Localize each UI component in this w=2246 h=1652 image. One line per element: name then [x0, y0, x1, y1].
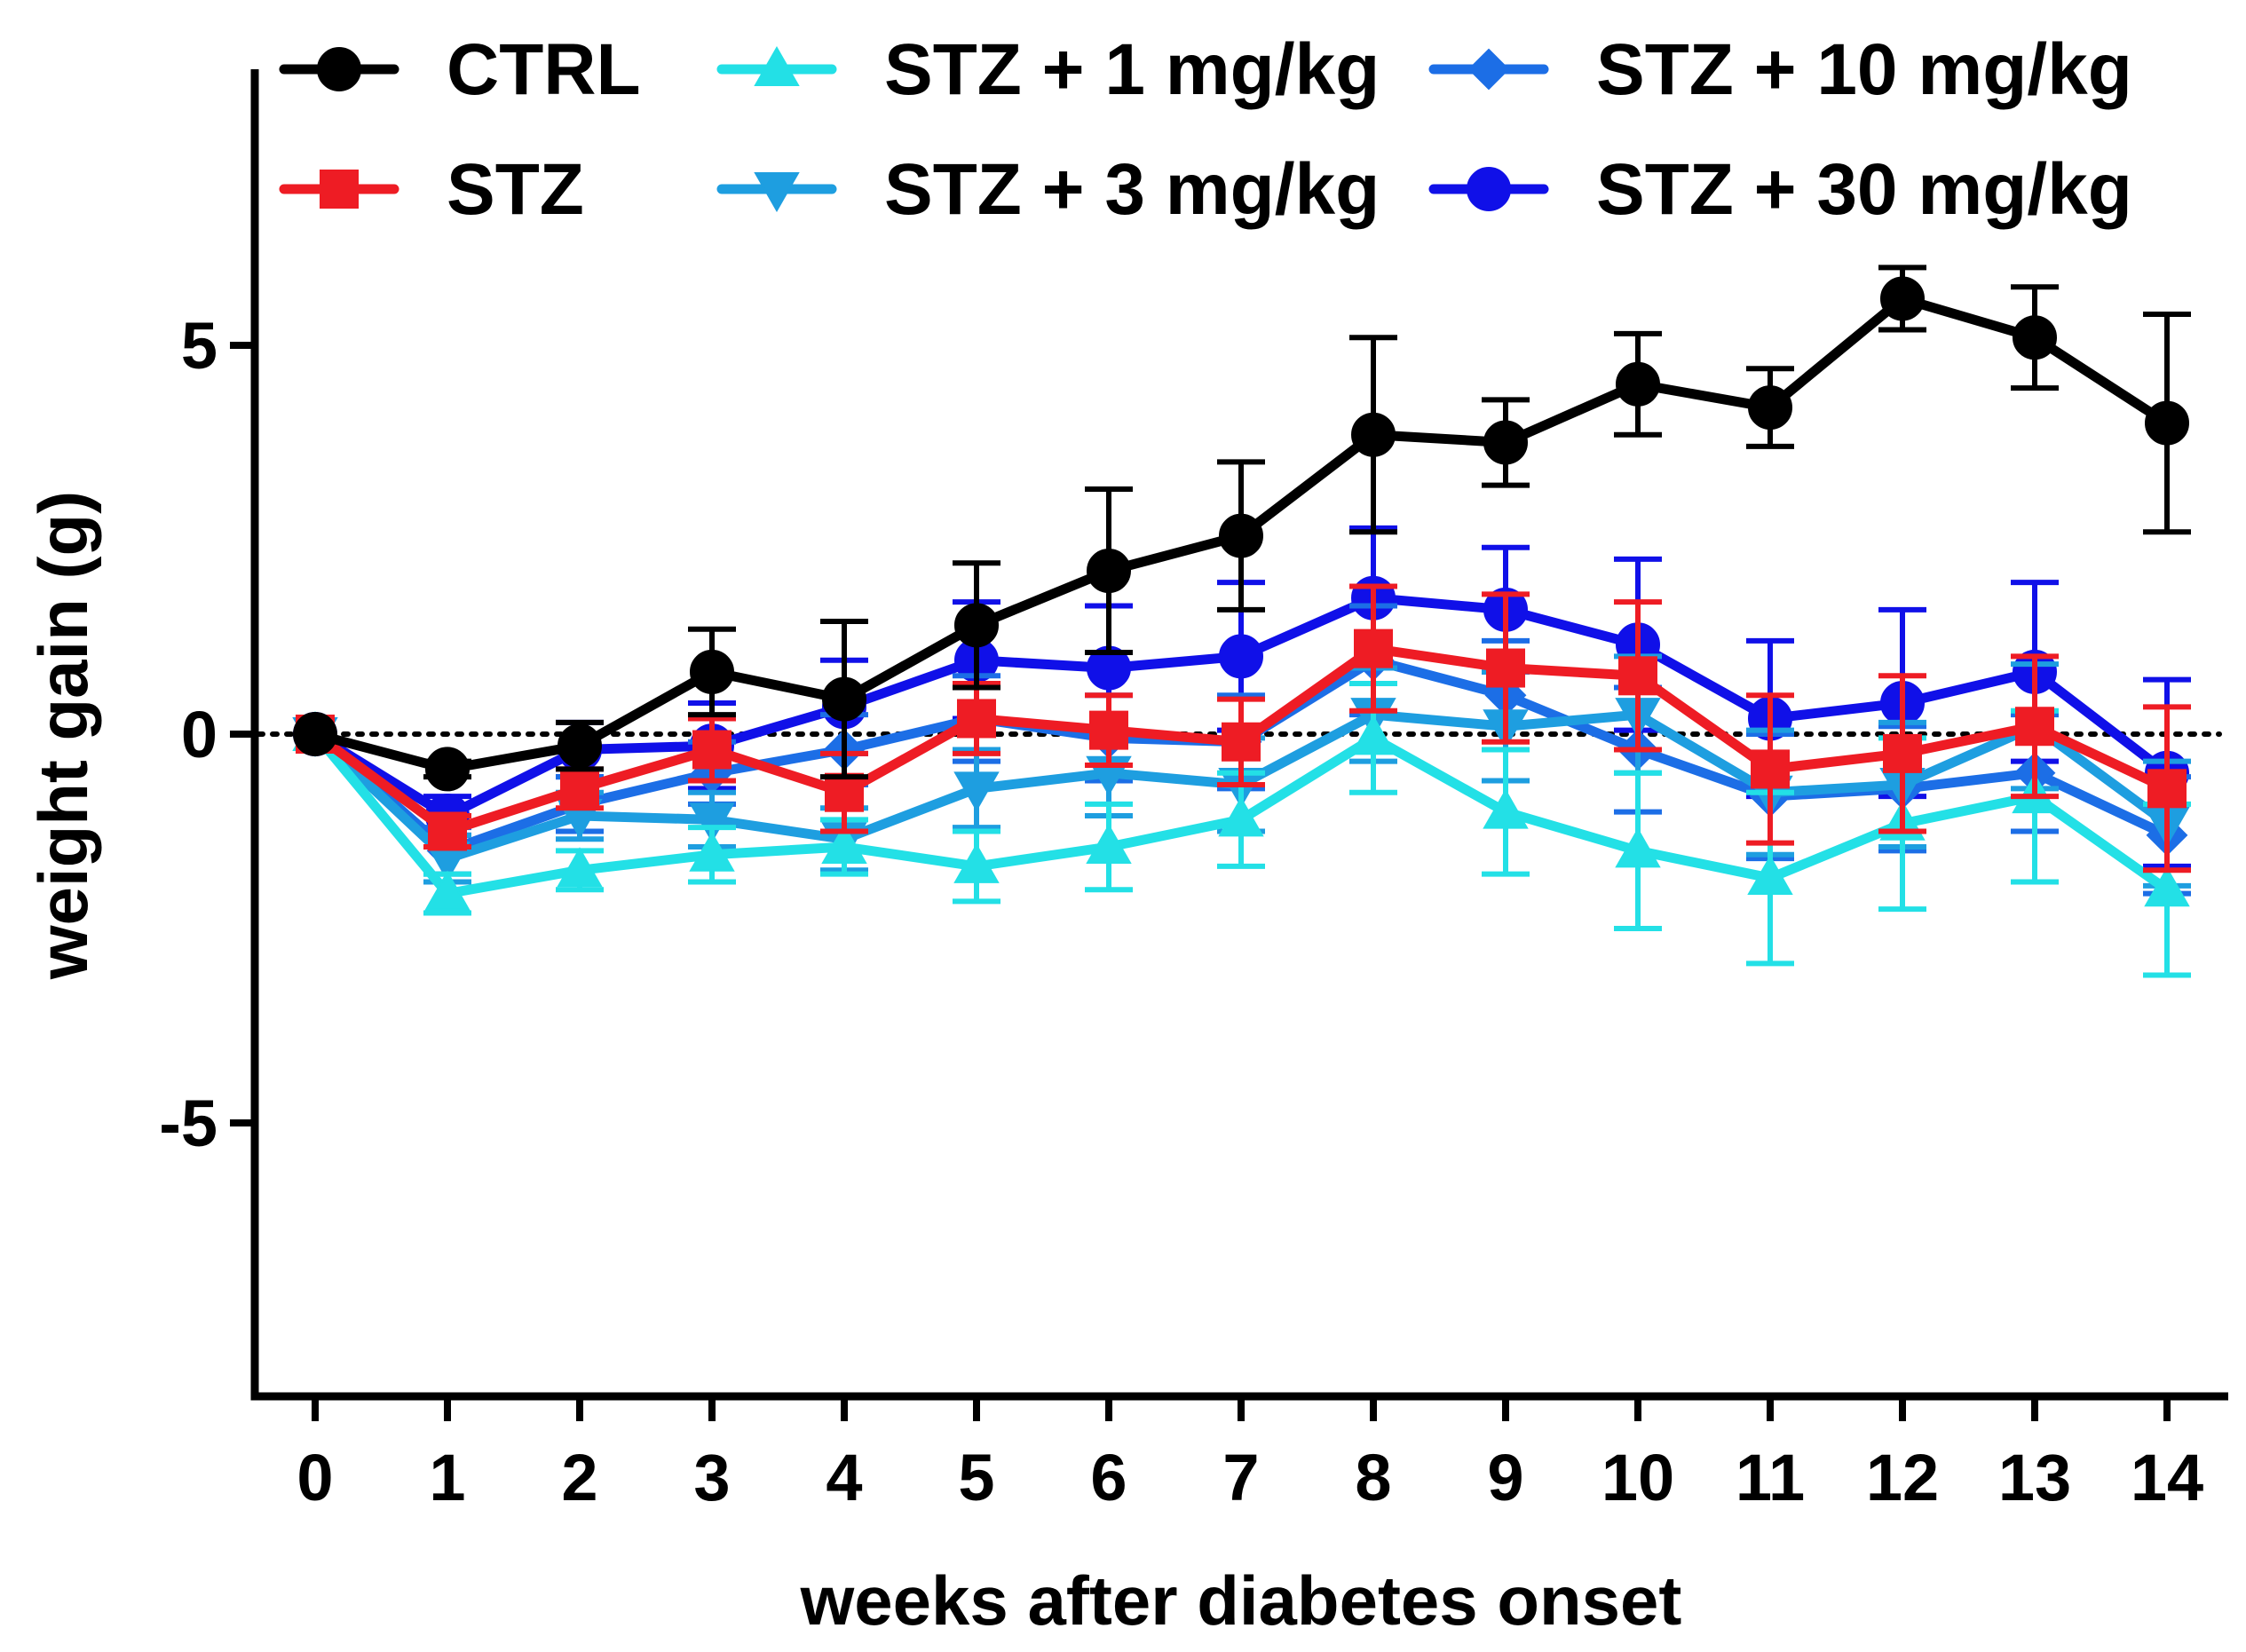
legend-swatch-marker — [320, 170, 359, 209]
x-tick-label: 3 — [693, 1441, 730, 1514]
x-tick-label: 4 — [826, 1441, 862, 1514]
x-tick-label: 9 — [1487, 1441, 1523, 1514]
data-point — [2013, 315, 2057, 360]
x-tick-label: 7 — [1222, 1441, 1259, 1514]
data-point — [1219, 634, 1263, 679]
data-point — [954, 603, 999, 648]
data-point — [1218, 796, 1264, 837]
legend-item-ctrl: CTRL — [279, 29, 641, 110]
data-point — [1883, 733, 1922, 773]
x-tick-label: 11 — [1736, 1441, 1805, 1514]
legend-label: STZ + 10 mg/kg — [1596, 29, 2132, 110]
data-point — [560, 769, 599, 809]
data-point — [2145, 400, 2189, 446]
data-point — [1089, 710, 1128, 750]
legend-item-stz: STZ — [279, 149, 584, 230]
y-tick-label: 0 — [181, 698, 217, 771]
data-point — [821, 824, 867, 865]
data-point — [822, 676, 866, 722]
x-tick-label: 2 — [561, 1441, 597, 1514]
legend-label: STZ + 30 mg/kg — [1596, 149, 2132, 230]
data-point — [1350, 715, 1396, 755]
legend-swatch-marker — [1467, 167, 1511, 211]
x-tick-label: 8 — [1355, 1441, 1391, 1514]
legend-item-stz-1-mg-kg: STZ + 1 mg/kg — [716, 29, 1380, 110]
data-point — [692, 730, 732, 770]
x-tick-label: 14 — [2131, 1441, 2203, 1514]
data-point — [1222, 722, 1261, 762]
data-point — [1219, 513, 1263, 558]
data-point — [953, 842, 1000, 883]
data-point — [689, 802, 735, 843]
data-point — [2147, 769, 2187, 809]
legend-label: STZ — [447, 149, 584, 230]
data-point — [428, 811, 467, 851]
x-tick-label: 1 — [429, 1441, 465, 1514]
legend-swatch-marker — [754, 45, 800, 86]
axes: 50-5 0 1 2 3 4 5 6 7 8 9 10 11 12 13 14 — [159, 69, 2228, 1514]
data-point — [825, 772, 864, 812]
data-point — [1351, 412, 1396, 457]
data-point — [1086, 824, 1132, 865]
legend-label: STZ + 1 mg/kg — [884, 29, 1380, 110]
data-point — [690, 649, 734, 694]
data-point — [293, 712, 337, 756]
x-axis-ticks: 0 1 2 3 4 5 6 7 8 9 10 11 12 13 14 — [297, 1396, 2203, 1514]
series-layer — [292, 265, 2191, 978]
data-point — [1615, 827, 1661, 868]
legend-swatch-marker — [754, 172, 800, 213]
data-point — [953, 771, 1000, 812]
x-tick-label: 0 — [297, 1441, 333, 1514]
x-tick-label: 12 — [1866, 1441, 1939, 1514]
legend-label: STZ + 3 mg/kg — [884, 149, 1380, 230]
x-tick-label: 10 — [1601, 1441, 1674, 1514]
legend: CTRL STZ STZ + 1 mg/kg STZ + 3 mg/kg STZ + 1… — [279, 29, 2132, 230]
data-point — [558, 723, 602, 769]
legend-label: CTRL — [447, 29, 641, 110]
data-point — [2015, 707, 2054, 747]
x-tick-label: 13 — [1998, 1441, 2071, 1514]
legend-swatch-marker — [317, 47, 361, 91]
x-tick-label: 5 — [958, 1441, 994, 1514]
series-stz — [296, 583, 2191, 873]
data-point — [689, 831, 735, 872]
data-point — [957, 699, 996, 739]
legend-item-stz-3-mg-kg: STZ + 3 mg/kg — [716, 149, 1380, 230]
x-tick-label: 6 — [1090, 1441, 1127, 1514]
data-point — [1483, 788, 1529, 829]
data-point — [425, 747, 470, 792]
legend-item-stz-30-mg-kg: STZ + 30 mg/kg — [1428, 149, 2132, 230]
data-point — [1880, 276, 1925, 321]
data-point — [1751, 749, 1790, 789]
data-point — [1354, 628, 1393, 668]
data-point — [1087, 549, 1131, 594]
y-tick-label: 5 — [181, 309, 217, 383]
data-point — [1483, 420, 1528, 465]
legend-item-stz-10-mg-kg: STZ + 10 mg/kg — [1428, 29, 2132, 110]
y-axis-title: weight gain (g) — [24, 491, 102, 980]
x-axis-title: weeks after diabetes onset — [800, 1561, 1682, 1640]
plot-area — [256, 265, 2222, 978]
y-tick-label: -5 — [159, 1087, 217, 1160]
data-point — [1616, 361, 1660, 407]
data-point — [424, 870, 471, 911]
data-point — [1747, 855, 1793, 896]
data-point — [2144, 866, 2190, 907]
data-point — [1486, 648, 1525, 688]
y-axis-ticks: 5 0 -5 — [159, 309, 255, 1160]
legend-swatch-marker — [1467, 48, 1510, 91]
series-ctrl — [293, 265, 2191, 792]
data-point — [1748, 385, 1792, 431]
data-point — [1618, 656, 1657, 696]
data-point — [557, 847, 603, 888]
